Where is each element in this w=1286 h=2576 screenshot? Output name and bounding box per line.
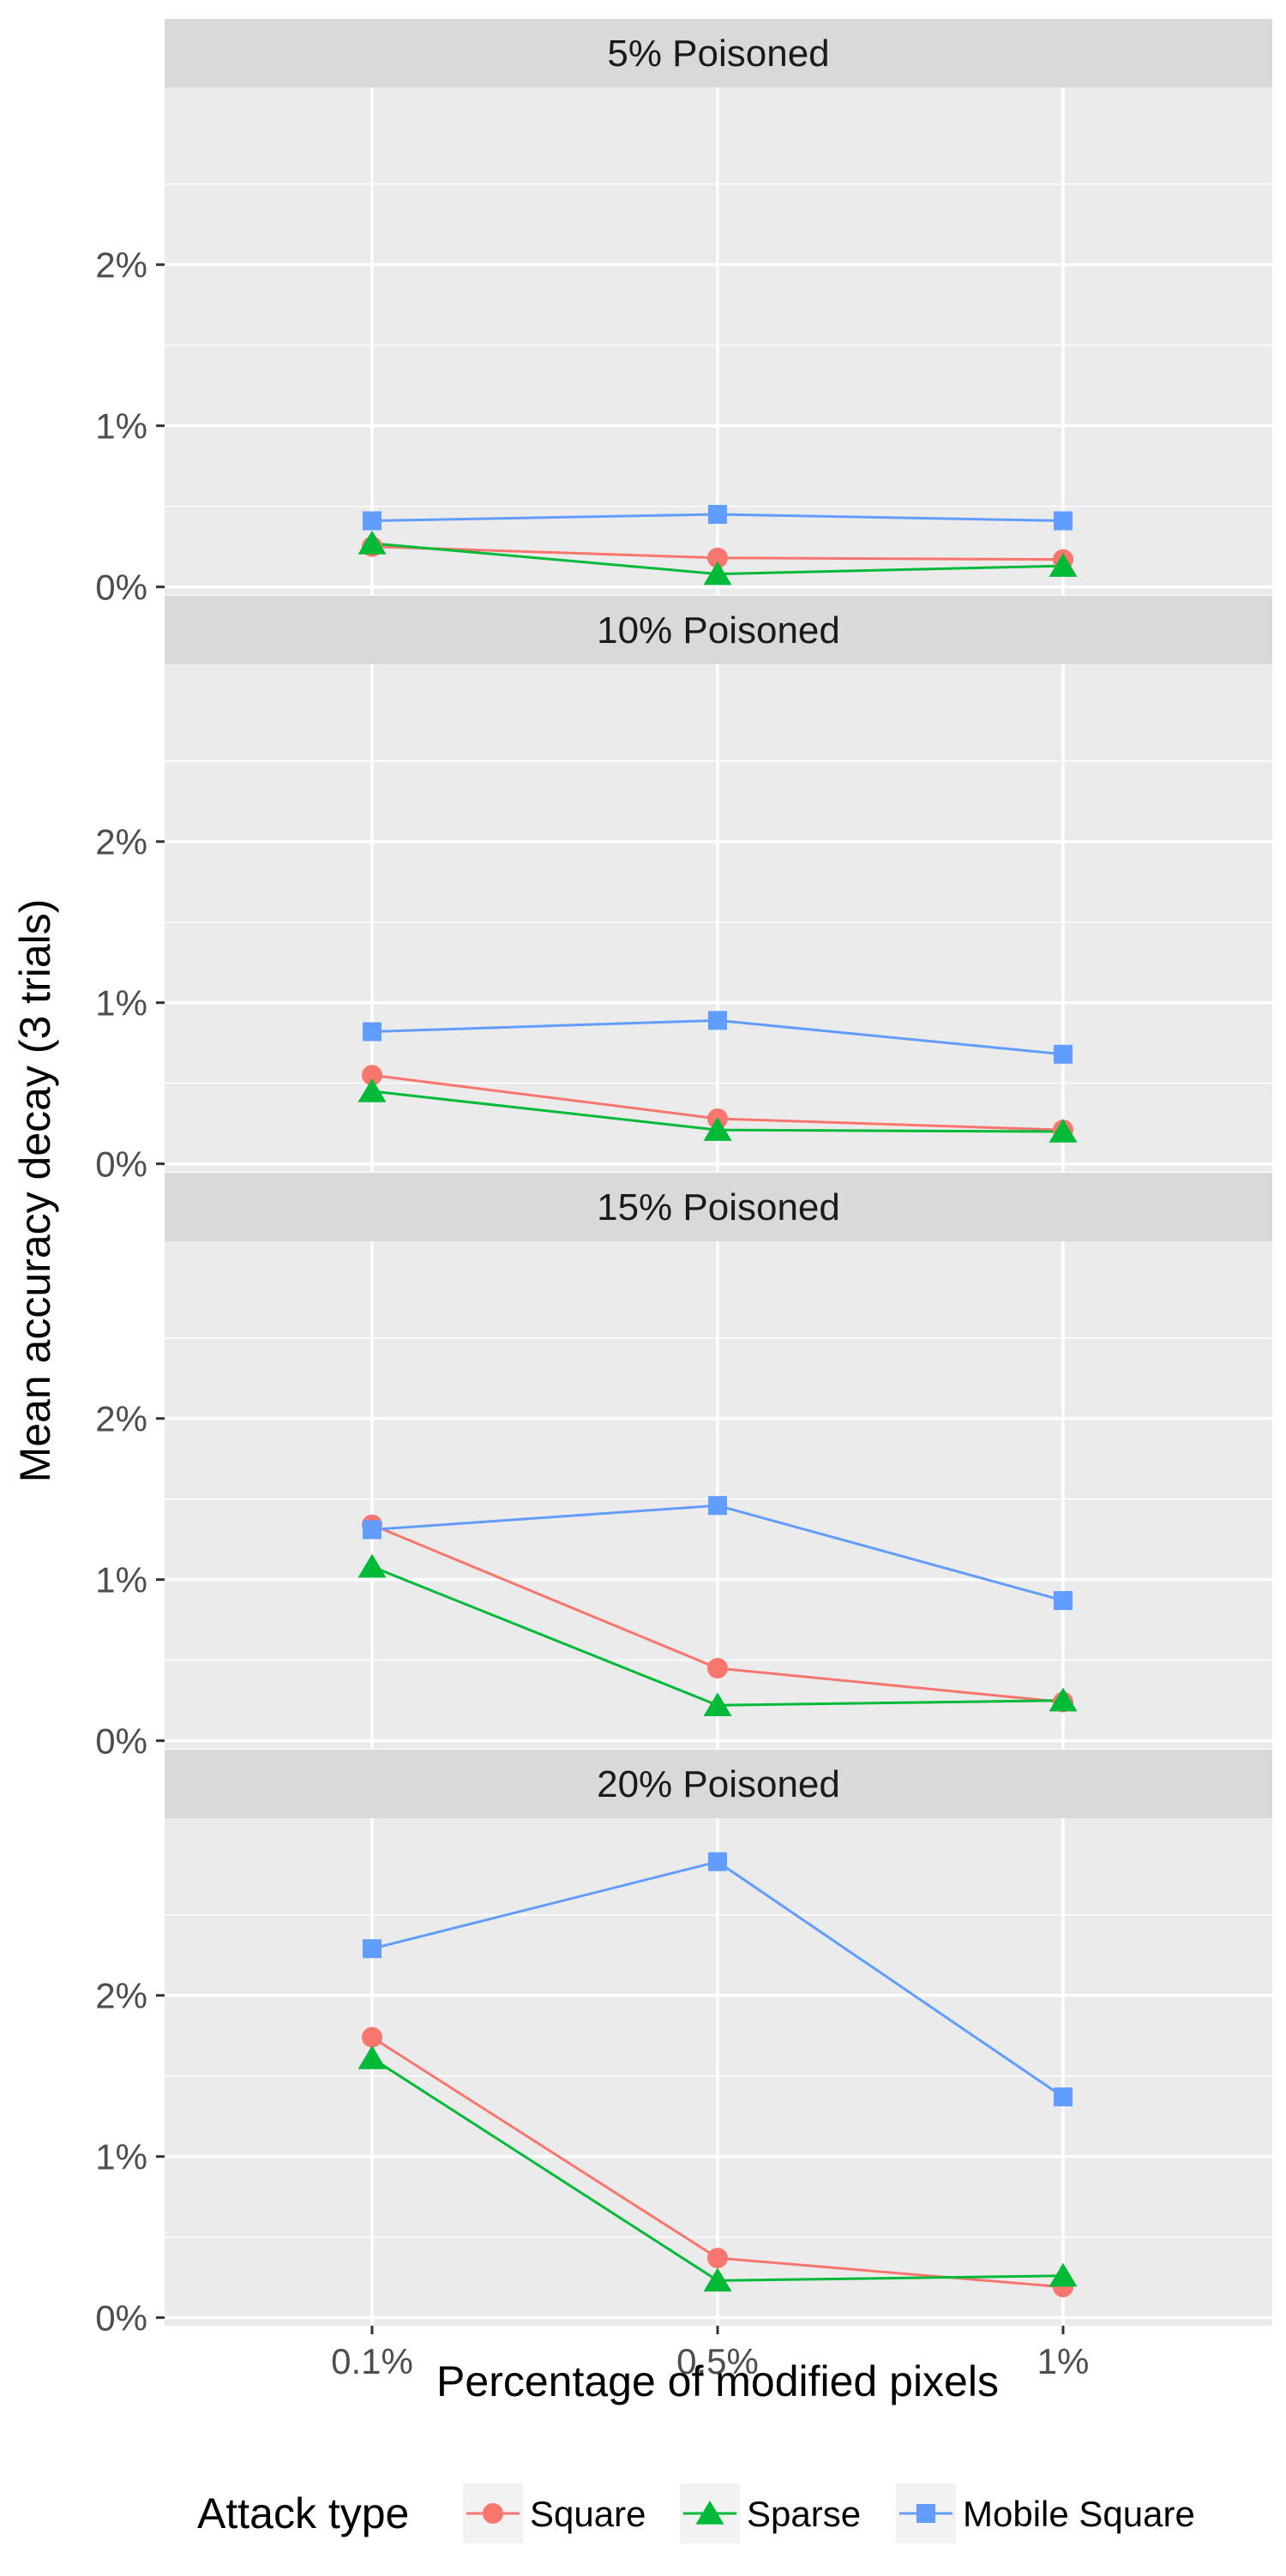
data-point-sparse xyxy=(1049,553,1078,577)
data-point-mobile-square xyxy=(1054,1044,1073,1064)
data-point-sparse xyxy=(358,1553,387,1578)
data-point-sparse xyxy=(1049,2262,1078,2287)
legend-label: Square xyxy=(530,2494,646,2534)
y-tick-label: 2% xyxy=(95,1399,147,1439)
data-point-mobile-square xyxy=(708,1011,727,1030)
facet-title: 20% Poisoned xyxy=(597,1763,840,1805)
legend-key-marker xyxy=(916,2504,935,2523)
data-point-square xyxy=(707,2248,728,2269)
facet-panel-4: 20% Poisoned 0% 1% 2% xyxy=(95,1750,1272,2339)
data-point-sparse xyxy=(358,1078,387,1102)
data-point-mobile-square xyxy=(1054,1591,1073,1611)
x-tick-label: 0.5% xyxy=(676,2341,759,2381)
data-point-square xyxy=(707,547,728,568)
facet-strip xyxy=(165,1173,1272,1241)
legend-key-marker xyxy=(695,2501,724,2525)
legend-title: Attack type xyxy=(197,2489,409,2537)
data-point-square xyxy=(362,2027,382,2048)
y-tick-label: 2% xyxy=(95,822,147,862)
data-point-sparse xyxy=(703,1692,732,1717)
y-tick-label: 0% xyxy=(95,1144,147,1185)
y-tick-label: 1% xyxy=(95,406,147,447)
data-point-sparse xyxy=(703,2267,732,2292)
facet-strip xyxy=(165,19,1272,87)
x-axis: 0.1% 0.5% 1% xyxy=(331,2326,1089,2381)
y-tick-label: 2% xyxy=(95,245,147,285)
x-axis-title: Percentage of modified pixels xyxy=(436,2357,999,2405)
y-tick-label: 1% xyxy=(95,2137,147,2177)
y-axis-title: Mean accuracy decay (3 trials) xyxy=(11,899,59,1483)
y-tick-label: 0% xyxy=(95,567,147,608)
data-point-sparse xyxy=(358,2045,387,2069)
legend-entry-sparse: Sparse xyxy=(680,2483,861,2543)
y-tick-label: 2% xyxy=(95,1976,147,2016)
data-point-mobile-square xyxy=(708,1852,727,1871)
data-point-sparse xyxy=(703,561,732,585)
y-tick-label: 1% xyxy=(95,983,147,1024)
data-point-sparse xyxy=(1049,1119,1078,1143)
data-point-square xyxy=(707,1658,728,1679)
facet-strip xyxy=(165,1750,1272,1818)
facet-title: 5% Poisoned xyxy=(607,33,829,75)
data-point-mobile-square xyxy=(708,1496,727,1516)
x-tick-label: 1% xyxy=(1037,2341,1090,2381)
facet-panel-2: 10% Poisoned 0% 1% 2% xyxy=(95,596,1272,1185)
data-point-square xyxy=(362,1065,382,1086)
y-tick-label: 0% xyxy=(95,2298,147,2339)
data-point-mobile-square xyxy=(363,1939,382,1959)
data-point-mobile-square xyxy=(1054,511,1073,531)
data-point-mobile-square xyxy=(1054,2087,1073,2107)
facet-strip xyxy=(165,596,1272,664)
facet-panel-3: 15% Poisoned 0% 1% 2% xyxy=(95,1173,1272,1762)
x-tick-label: 0.1% xyxy=(331,2341,413,2381)
legend-label: Mobile Square xyxy=(963,2494,1195,2534)
facet-panel-1: 5% Poisoned 0% 1% 2% xyxy=(95,19,1272,608)
y-tick-label: 1% xyxy=(95,1560,147,1600)
data-point-sparse xyxy=(1049,1687,1078,1712)
data-point-mobile-square xyxy=(363,1520,382,1540)
legend-entry-square: Square xyxy=(463,2483,646,2543)
data-point-sparse xyxy=(703,1117,732,1141)
legend-label: Sparse xyxy=(747,2494,861,2534)
facet-title: 10% Poisoned xyxy=(597,609,840,652)
y-tick-label: 0% xyxy=(95,1721,147,1762)
facet-title: 15% Poisoned xyxy=(597,1186,840,1228)
legend-key-marker xyxy=(483,2503,503,2524)
legend-entry-mobile-square: Mobile Square xyxy=(896,2483,1195,2543)
data-point-sparse xyxy=(358,530,387,555)
legend: Attack type Square Sparse Mobile Square xyxy=(197,2483,1195,2543)
data-point-mobile-square xyxy=(363,511,382,531)
data-point-mobile-square xyxy=(708,505,727,525)
data-point-mobile-square xyxy=(363,1022,382,1042)
